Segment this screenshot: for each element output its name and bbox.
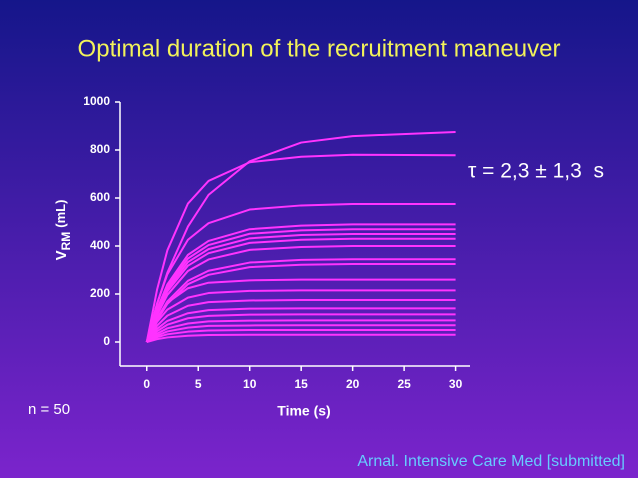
curve: [145, 263, 456, 343]
curve: [145, 289, 456, 343]
x-tick-label: 15: [294, 377, 308, 391]
curve: [145, 307, 456, 343]
y-tick-label: 800: [90, 142, 110, 156]
x-axis-title: Time (s): [277, 403, 330, 419]
curve: [146, 333, 456, 343]
x-tick-label: 25: [397, 377, 411, 391]
sample-size: n = 50: [28, 401, 70, 418]
curve: [145, 203, 456, 343]
curve: [145, 153, 456, 343]
y-label-main: V: [53, 250, 70, 260]
y-label-sub: RM: [59, 232, 73, 251]
y-tick-label: 1000: [83, 94, 110, 108]
curve: [145, 237, 456, 343]
y-label-unit: (mL): [53, 200, 68, 228]
slide-title: Optimal duration of the recruitment mane…: [78, 35, 561, 62]
curve: [146, 319, 456, 343]
annotation: τ = 2,3 ± 1,3 s: [468, 160, 604, 183]
citation: Arnal. Intensive Care Med [submitted]: [357, 453, 625, 470]
x-tick-label: 30: [449, 377, 463, 391]
y-axis-title: VRM (mL): [53, 200, 73, 261]
curve: [145, 299, 456, 343]
curve: [146, 329, 456, 343]
curve: [146, 324, 456, 343]
y-tick-label: 600: [90, 190, 110, 204]
curve: [145, 245, 456, 343]
x-tick-label: 0: [143, 377, 150, 391]
x-tick-label: 10: [243, 377, 257, 391]
y-tick-label: 200: [90, 286, 110, 300]
curve: [145, 278, 456, 343]
curve: [146, 313, 456, 343]
x-tick-label: 20: [346, 377, 360, 391]
x-tick-label: 5: [195, 377, 202, 391]
y-tick-label: 0: [103, 334, 110, 348]
y-tick-label: 400: [90, 238, 110, 252]
